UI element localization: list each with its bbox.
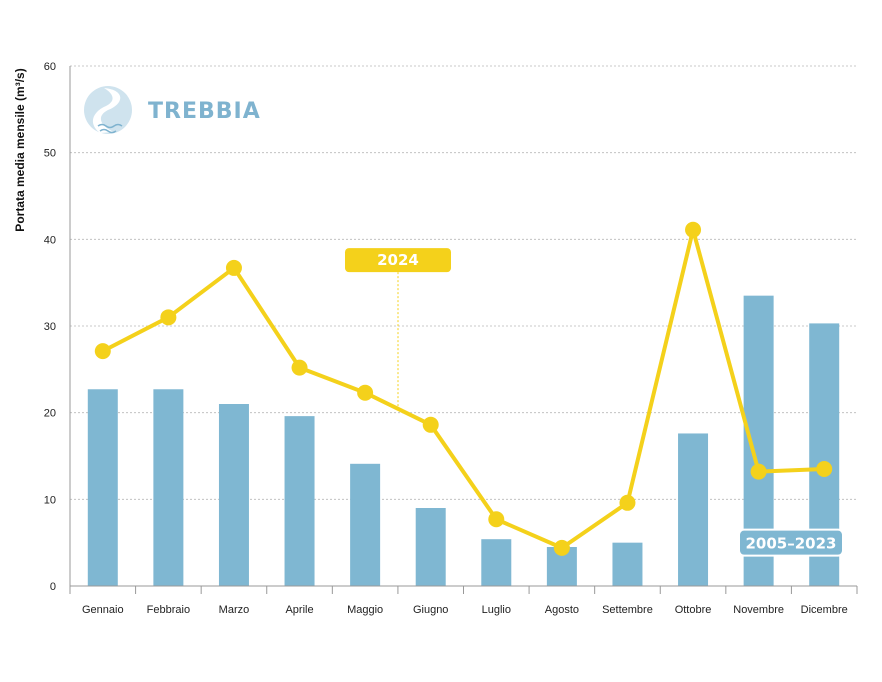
line-point: [750, 463, 767, 480]
river-drop-icon: [84, 86, 132, 134]
x-axis-labels: Gennaio Febbraio Marzo Aprile Maggio Giugno Lu…: [82, 604, 848, 616]
line-point: [619, 494, 636, 511]
bar-tag: 2005–2023: [738, 528, 844, 557]
bar: [415, 508, 446, 586]
bar: [612, 542, 643, 586]
x-tick-label: Agosto: [545, 604, 579, 616]
y-tick-label: 10: [44, 494, 56, 506]
tag-2005-2023-label: 2005–2023: [746, 535, 837, 553]
tag-2005-2023-box: [738, 528, 844, 557]
tag-2024-label: 2024: [377, 251, 419, 269]
x-tick-label: Settembre: [602, 604, 653, 616]
line-point: [685, 221, 702, 238]
line-point: [816, 461, 833, 477]
x-tick-label: Dicembre: [801, 604, 848, 616]
y-tick-label: 20: [44, 408, 56, 420]
tag-2024-box: [345, 248, 451, 273]
x-tick-label: Marzo: [219, 604, 250, 616]
line-point: [422, 416, 439, 433]
x-tick-label: Febbraio: [147, 604, 190, 616]
x-tick-label: Luglio: [482, 604, 511, 616]
y-tick-label: 60: [44, 61, 56, 73]
x-axis-ticks: [69, 586, 858, 594]
grid-lines: [69, 65, 857, 586]
bar: [481, 539, 512, 586]
logo: TREBBIA: [84, 86, 261, 134]
line-point: [225, 259, 242, 276]
bar-series: [87, 295, 840, 586]
y-axis-ticks: 0 10 20 30 40 50 60: [44, 61, 56, 593]
bar: [153, 389, 184, 586]
x-tick-label: Aprile: [285, 604, 313, 616]
y-tick-label: 50: [44, 148, 56, 160]
x-tick-label: Ottobre: [675, 604, 712, 616]
y-tick-label: 40: [44, 234, 56, 246]
line-tag: 2024: [345, 248, 451, 411]
line-path: [101, 227, 825, 550]
x-tick-label: Maggio: [347, 604, 383, 616]
y-tick-label: 30: [44, 321, 56, 333]
x-tick-label: Novembre: [733, 604, 784, 616]
bar: [284, 416, 315, 586]
bar: [218, 404, 249, 586]
bar: [678, 433, 709, 586]
bar: [350, 463, 381, 586]
logo-text: TREBBIA: [148, 99, 261, 124]
line-point: [291, 359, 308, 376]
y-tick-label: 0: [50, 581, 56, 593]
x-tick-label: Gennaio: [82, 604, 124, 616]
line-point: [94, 343, 111, 360]
y-axis-label: Portata media mensile (m³/s): [13, 68, 27, 231]
bar: [87, 389, 118, 586]
line-point: [488, 511, 505, 528]
line-series: [94, 221, 833, 556]
line-point: [160, 309, 177, 326]
x-tick-label: Giugno: [413, 604, 448, 616]
line-point: [553, 539, 570, 556]
line-point: [357, 384, 374, 401]
